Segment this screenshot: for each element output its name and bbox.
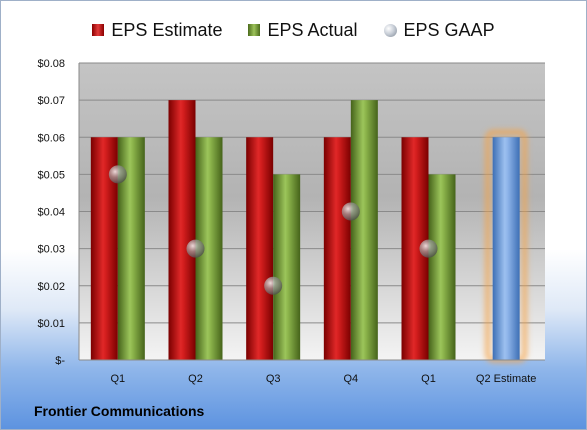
company-name: Frontier Communications [34, 403, 205, 419]
bar-eps-estimate [246, 137, 274, 360]
x-tick-label: Q3 [266, 373, 281, 385]
bar-eps-estimate [323, 137, 351, 360]
bar-eps-actual [428, 174, 456, 360]
legend-label-estimate: EPS Estimate [111, 19, 223, 40]
x-tick-label: Q1 [421, 373, 436, 385]
point-eps-gaap [419, 239, 438, 258]
legend-label-gaap: EPS GAAP [403, 19, 495, 40]
y-tick-label: $0.01 [37, 318, 65, 330]
legend: EPS Estimate EPS Actual EPS GAAP [1, 15, 586, 45]
gaap-points [108, 165, 438, 295]
y-tick-label: $0.08 [37, 58, 65, 70]
y-tick-label: $0.04 [37, 207, 65, 219]
y-axis: $- $0.01 $0.02 $0.03 $0.04 $0.05 $0.06 $0.07 $0.… [37, 58, 80, 367]
legend-item-actual: EPS Actual [248, 19, 358, 41]
bar-eps-actual [273, 174, 301, 360]
bar-eps-actual [350, 100, 378, 360]
x-tick-label: Q2 Estimate [476, 373, 537, 385]
y-tick-label: $0.03 [37, 244, 65, 256]
legend-item-gaap: EPS GAAP [383, 19, 495, 41]
legend-item-estimate: EPS Estimate [92, 20, 222, 41]
legend-swatch-estimate [92, 24, 105, 36]
point-eps-gaap [264, 276, 283, 295]
y-tick-label: $- [55, 355, 65, 367]
y-tick-label: $0.07 [37, 95, 65, 107]
y-tick-label: $0.06 [37, 132, 65, 144]
x-tick-label: Q1 [110, 373, 125, 385]
y-tick-label: $0.05 [37, 169, 65, 181]
bar-eps-estimate-forecast [492, 137, 520, 360]
x-tick-label: Q4 [343, 373, 358, 385]
x-axis: Q1 Q2 Q3 Q4 Q1 Q2 Estimate [79, 359, 545, 385]
bars [90, 100, 528, 363]
point-eps-gaap [341, 202, 360, 221]
legend-swatch-actual [248, 24, 261, 36]
legend-swatch-gaap [383, 23, 397, 37]
point-eps-gaap [108, 165, 127, 184]
legend-label-actual: EPS Actual [267, 19, 358, 40]
y-tick-label: $0.02 [37, 281, 65, 293]
x-tick-label: Q2 [188, 373, 203, 385]
point-eps-gaap [186, 239, 205, 258]
bar-eps-estimate [168, 100, 196, 360]
